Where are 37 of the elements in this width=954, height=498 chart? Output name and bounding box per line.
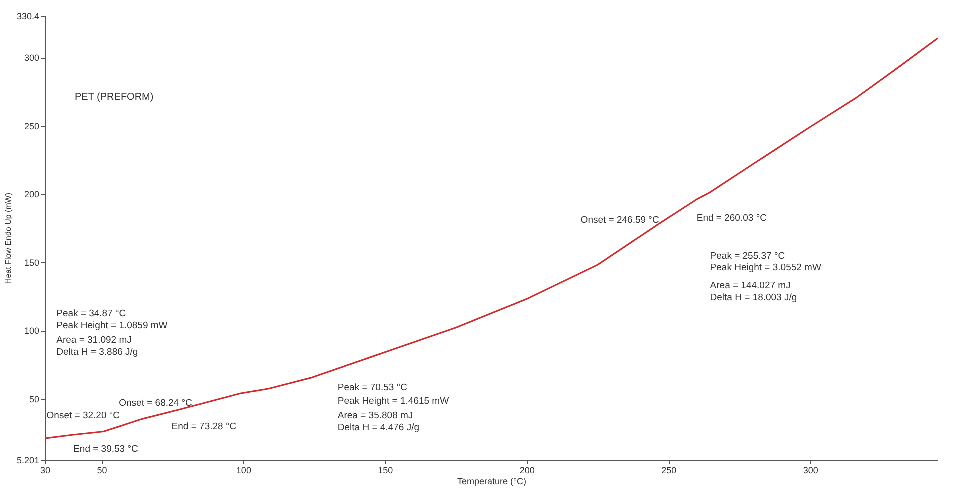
text: PET (PREFORM) <box>75 92 154 103</box>
x-tick-label: 30 <box>40 466 51 476</box>
y-tick-label: 250 <box>24 121 40 132</box>
annotation: Delta H = 18.003 J/g <box>710 292 798 304</box>
annotation: Onset = 68.24 °C <box>119 398 193 410</box>
annotation: Peak = 70.53 °C <box>338 382 408 394</box>
x-tick-label: 100 <box>236 466 252 476</box>
annotation: Peak Height = 3.0552 mW <box>710 262 822 274</box>
x-tick-label: 300 <box>803 466 818 476</box>
y-tick-label: 100 <box>24 326 40 336</box>
line-series <box>45 38 938 440</box>
annotation: Peak Height = 1.0859 mW <box>56 320 168 332</box>
x-axis-title: Temperature (°C) <box>457 476 527 486</box>
annotation: Delta H = 3.886 J/g <box>56 347 138 358</box>
y-tick-label: 5.201 <box>16 456 40 466</box>
y-tick-label: 200 <box>24 190 40 200</box>
annotation: Peak Height = 1.4615 mW <box>338 396 450 407</box>
annotation: Delta H = 4.476 J/g <box>338 422 420 434</box>
annotation: Area = 144.027 mJ <box>710 280 792 292</box>
y-tick-label: 300 <box>24 53 40 64</box>
annotation: End = 260.03 °C <box>696 213 768 224</box>
annotation: Onset = 32.20 °C <box>46 410 120 422</box>
annotation: End = 39.53 °C <box>74 444 139 455</box>
annotation: Area = 35.808 mJ <box>338 410 414 422</box>
y-tick-label: 330.4 <box>16 12 40 22</box>
annotation: Onset = 246.59 °C <box>580 215 660 226</box>
annotation: End = 73.28 °C <box>172 422 237 433</box>
x-tick-label: 200 <box>520 466 535 476</box>
x-tick-label: 150 <box>378 466 394 476</box>
y-tick-label: 50 <box>29 394 40 404</box>
annotation: Peak = 34.87 °C <box>56 308 126 320</box>
y-tick-label: 150 <box>24 258 40 268</box>
x-tick-label: 250 <box>662 466 677 476</box>
x-tick-label: 50 <box>97 466 108 476</box>
annotation: Peak = 255.37 °C <box>710 250 786 262</box>
annotation: Area = 31.092 mJ <box>56 335 132 346</box>
y-axis-title: Heat Flow Endo Up (mW) <box>4 192 13 284</box>
